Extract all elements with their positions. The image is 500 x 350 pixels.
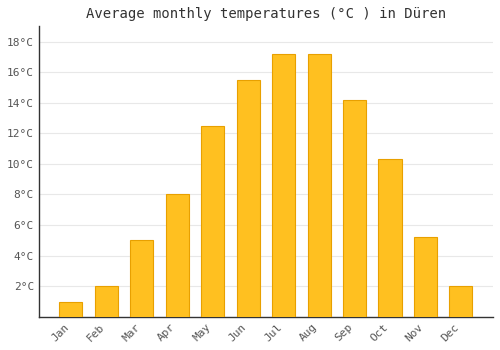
- Bar: [308, 54, 330, 317]
- Bar: [95, 286, 118, 317]
- Bar: [201, 126, 224, 317]
- Bar: [236, 80, 260, 317]
- Bar: [343, 100, 366, 317]
- Bar: [414, 237, 437, 317]
- Bar: [60, 301, 82, 317]
- Bar: [166, 195, 189, 317]
- Bar: [378, 159, 402, 317]
- Bar: [450, 286, 472, 317]
- Bar: [272, 54, 295, 317]
- Bar: [130, 240, 154, 317]
- Title: Average monthly temperatures (°C ) in Düren: Average monthly temperatures (°C ) in Dü…: [86, 7, 446, 21]
